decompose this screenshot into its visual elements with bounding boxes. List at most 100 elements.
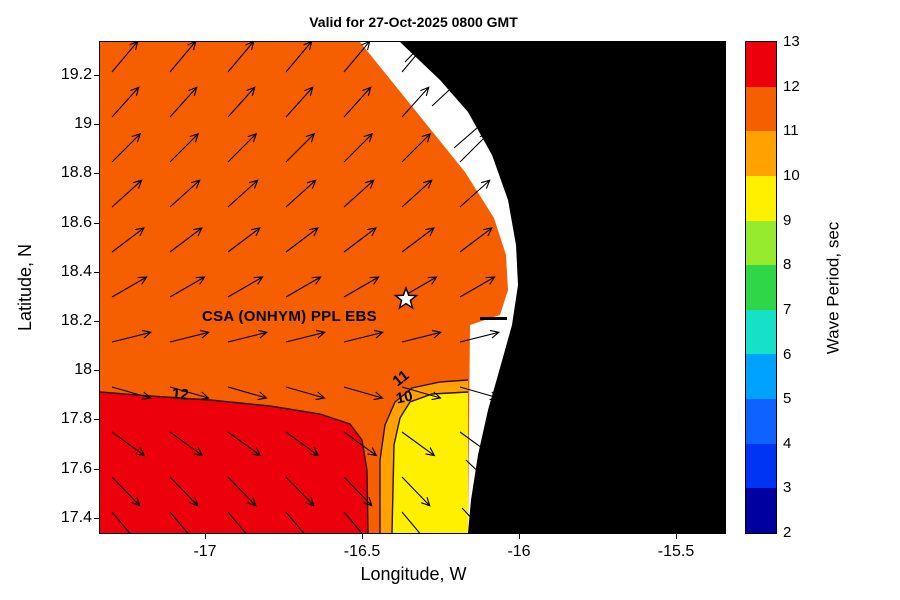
colorbar-band-10-11 bbox=[746, 131, 776, 176]
region-9-10s bbox=[392, 392, 468, 533]
wave-direction-arrow bbox=[285, 132, 316, 163]
wave-direction-arrow bbox=[111, 227, 145, 253]
tick-mark bbox=[94, 173, 99, 174]
colorbar-band-11-12 bbox=[746, 86, 776, 132]
ytick-18.6: 18.6 bbox=[60, 214, 92, 231]
wave-direction-arrow bbox=[169, 227, 203, 253]
wave-direction-arrow bbox=[404, 42, 426, 63]
ytick-17.4: 17.4 bbox=[60, 509, 92, 526]
wave-direction-arrow bbox=[343, 179, 375, 208]
tick-mark bbox=[676, 534, 677, 539]
wave-direction-arrow bbox=[227, 386, 268, 401]
xtick--17: -17 bbox=[193, 543, 217, 560]
wave-direction-arrow bbox=[459, 179, 491, 208]
wave-direction-arrow bbox=[343, 511, 363, 533]
wave-direction-arrow bbox=[169, 511, 189, 533]
wave-direction-arrow bbox=[461, 507, 489, 533]
wave-direction-arrow bbox=[459, 132, 490, 163]
wave-direction-arrow bbox=[401, 431, 436, 457]
wave-direction-arrow bbox=[285, 42, 313, 73]
wave-direction-arrow bbox=[227, 86, 256, 118]
tick-mark bbox=[94, 469, 99, 470]
cbtick-2: 2 bbox=[783, 524, 792, 541]
xtick--16: -16 bbox=[507, 543, 531, 560]
contour-line-11 bbox=[379, 379, 469, 533]
wave-direction-arrow bbox=[459, 386, 500, 401]
wave-direction-arrow bbox=[343, 42, 371, 73]
cbtick-9: 9 bbox=[783, 212, 792, 229]
wave-direction-arrow bbox=[459, 227, 493, 253]
wave-direction-arrow bbox=[111, 511, 131, 533]
wave-direction-arrow bbox=[465, 459, 496, 489]
wave-direction-arrow bbox=[227, 179, 259, 208]
cbtick-13: 13 bbox=[783, 33, 800, 50]
colorbar-band-12-13 bbox=[746, 42, 776, 87]
wave-direction-arrow bbox=[343, 132, 374, 163]
wave-direction-arrow bbox=[169, 276, 206, 298]
wave-direction-arrow bbox=[343, 386, 384, 401]
ytick-18: 18 bbox=[74, 361, 92, 378]
wave-direction-arrow bbox=[169, 431, 204, 457]
wave-direction-arrow bbox=[169, 42, 197, 73]
cbtick-8: 8 bbox=[783, 256, 792, 273]
contour-label-12: 12 bbox=[171, 385, 190, 404]
colorbar-band-4-5 bbox=[746, 399, 776, 444]
xtick--16.5: -16.5 bbox=[343, 543, 381, 560]
wave-direction-arrow bbox=[111, 431, 146, 457]
wave-direction-arrow bbox=[169, 386, 210, 401]
colorbar-label-wrap: Wave Period, sec bbox=[813, 42, 853, 533]
colorbar-bands bbox=[746, 42, 776, 534]
colorbar-band-3-4 bbox=[746, 443, 776, 489]
cbtick-11: 11 bbox=[783, 122, 799, 139]
wave-direction-arrow bbox=[343, 86, 372, 118]
wave-direction-arrow bbox=[111, 476, 141, 507]
wave-direction-arrow bbox=[401, 227, 435, 253]
region-10-11s bbox=[380, 380, 468, 533]
wave-direction-arrow bbox=[401, 132, 432, 163]
cbtick-4: 4 bbox=[783, 435, 792, 452]
wave-direction-arrow bbox=[227, 276, 264, 298]
wave-direction-arrow bbox=[285, 227, 319, 253]
tick-mark bbox=[205, 534, 206, 539]
wave-direction-arrow bbox=[227, 329, 269, 343]
tick-mark bbox=[94, 321, 99, 322]
tick-mark bbox=[94, 370, 99, 371]
map-plot: CSA (ONHYM) PPL EBS 12 11 10 bbox=[99, 41, 726, 534]
tick-mark bbox=[519, 534, 520, 539]
tick-mark bbox=[362, 534, 363, 539]
ytick-19: 19 bbox=[74, 115, 92, 132]
wave-direction-arrow bbox=[401, 179, 433, 208]
site-label: CSA (ONHYM) PPL EBS bbox=[202, 308, 377, 325]
wave-direction-arrow bbox=[111, 329, 153, 343]
ytick-17.8: 17.8 bbox=[60, 410, 92, 427]
cbtick-6: 6 bbox=[783, 346, 792, 363]
cbtick-3: 3 bbox=[783, 479, 792, 496]
contour-line-10 bbox=[391, 391, 469, 533]
colorbar-band-6-7 bbox=[746, 309, 776, 355]
wave-direction-arrow bbox=[111, 386, 152, 401]
wave-direction-arrow bbox=[285, 476, 315, 507]
colorbar-band-5-6 bbox=[746, 354, 776, 400]
cbtick-7: 7 bbox=[783, 301, 792, 318]
colorbar-band-2-3 bbox=[746, 488, 776, 534]
wave-direction-arrow bbox=[401, 386, 442, 401]
cbtick-5: 5 bbox=[783, 390, 792, 407]
colorbar-band-8-9 bbox=[746, 220, 776, 266]
xtick--15.5: -15.5 bbox=[657, 543, 695, 560]
wave-direction-arrow bbox=[169, 179, 201, 208]
wave-direction-arrow bbox=[227, 431, 262, 457]
wave-direction-arrow bbox=[111, 132, 142, 163]
wave-direction-arrow bbox=[343, 329, 385, 343]
wave-direction-arrow bbox=[459, 329, 501, 343]
wave-direction-arrow bbox=[285, 329, 327, 343]
wave-direction-arrow bbox=[285, 179, 317, 208]
wave-direction-arrow bbox=[285, 386, 326, 401]
contour-line-12 bbox=[100, 391, 369, 533]
wave-direction-arrow bbox=[111, 86, 140, 118]
wave-direction-arrow bbox=[401, 476, 431, 507]
wave-direction-arrow bbox=[111, 179, 143, 208]
site-star-marker bbox=[393, 285, 419, 310]
ytick-18.2: 18.2 bbox=[60, 312, 92, 329]
wave-direction-arrow bbox=[343, 431, 378, 457]
